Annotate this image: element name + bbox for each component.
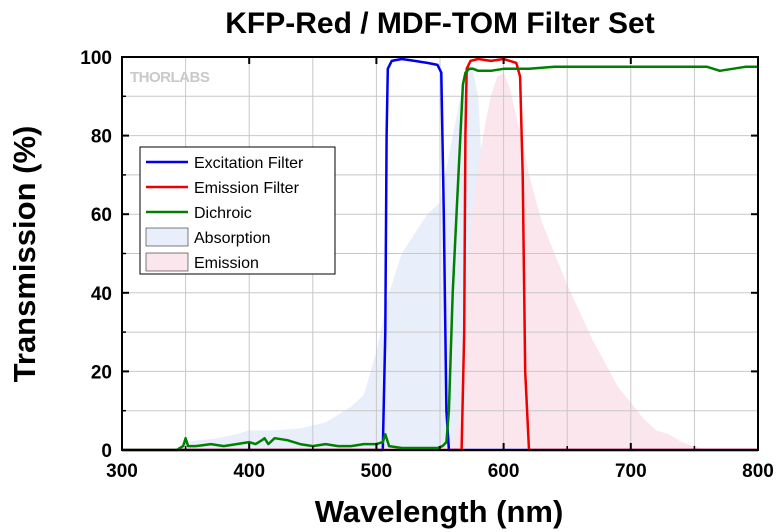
x-tick-label: 700: [615, 461, 647, 482]
legend-item: Emission Filter: [146, 180, 300, 197]
y-tick-label: 80: [91, 127, 112, 148]
y-tick-label: 40: [91, 284, 112, 305]
chart-title: KFP-Red / MDF-TOM Filter Set: [225, 7, 654, 40]
legend-label: Dichroic: [194, 205, 252, 222]
y-tick-label: 60: [91, 205, 112, 226]
legend-swatch-area: [145, 227, 189, 247]
x-tick-label: 800: [742, 461, 774, 482]
thorlabs-watermark: THORLABS: [130, 69, 210, 86]
x-tick-label: 500: [361, 461, 393, 482]
y-tick-label: 20: [91, 362, 112, 383]
legend-item: Excitation Filter: [146, 155, 304, 172]
tick-layer: 300 400 500 600 700 800 0 20 40 60 80 100: [80, 48, 774, 482]
x-axis-label: Wavelength (nm): [315, 494, 564, 529]
legend-item: Emission: [145, 252, 259, 272]
legend-label: Emission: [194, 255, 259, 272]
legend-label: Excitation Filter: [194, 155, 304, 172]
y-axis-label: Transmission (%): [7, 126, 42, 383]
x-tick-label: 300: [106, 461, 138, 482]
watermark-layer: THORLABS: [130, 69, 210, 86]
series-excitation-filter-line: [122, 57, 758, 452]
y-tick-label: 0: [101, 441, 112, 462]
series-emission-area: [122, 72, 758, 450]
x-tick-label: 600: [488, 461, 520, 482]
legend-item: Dichroic: [146, 205, 252, 222]
series-dichroic-line: [122, 65, 758, 452]
legend-item: Absorption: [145, 227, 271, 247]
y-tick-label: 100: [80, 48, 112, 69]
legend-label: Emission Filter: [194, 180, 300, 197]
legend-swatch-area: [145, 252, 189, 272]
line-layer: [122, 57, 758, 452]
legend: Excitation Filter Emission Filter Dichroic…: [139, 146, 336, 275]
series-emission-filter-line: [122, 57, 758, 452]
x-tick-label: 400: [233, 461, 265, 482]
legend-label: Absorption: [194, 230, 271, 247]
